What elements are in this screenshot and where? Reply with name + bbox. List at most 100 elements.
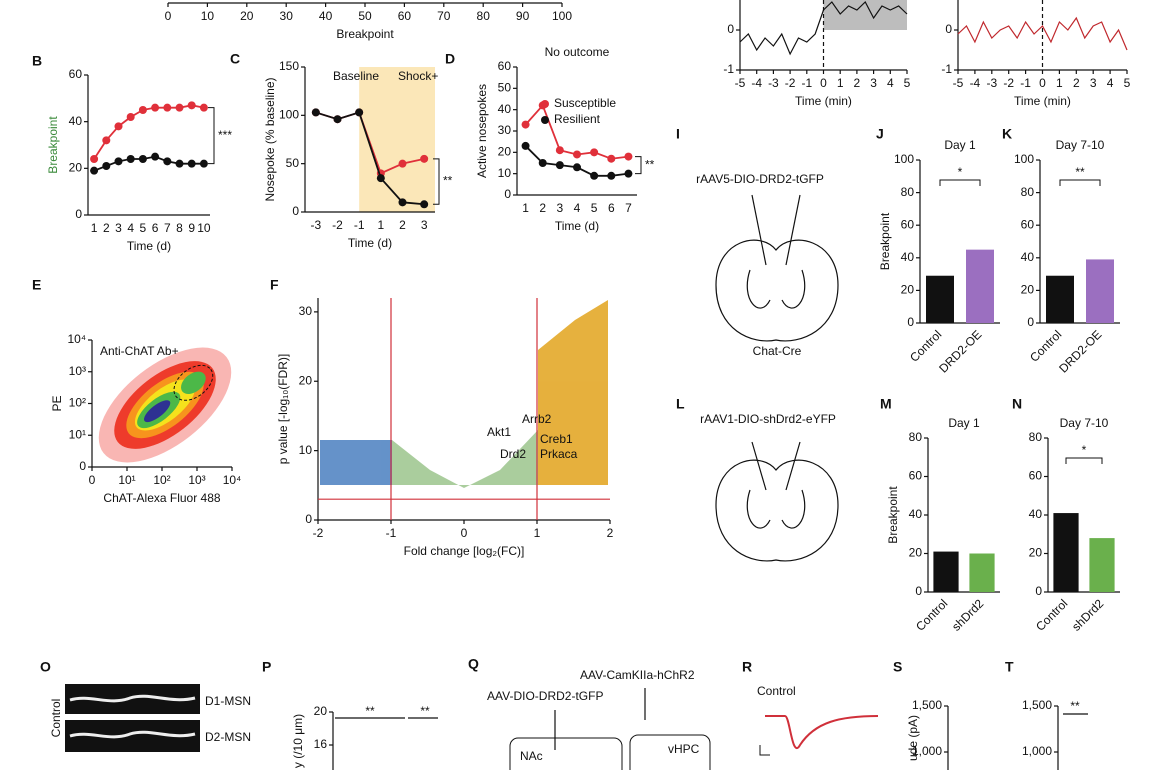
y-tick-label: 80 xyxy=(1029,430,1043,444)
point xyxy=(175,103,184,112)
y-tick-label: 0 xyxy=(305,512,312,526)
panel-label: C xyxy=(230,51,240,67)
x-tick-label: Control xyxy=(1027,327,1064,364)
x-tick-label: 2 xyxy=(1073,76,1080,90)
x-tick-label: 0 xyxy=(165,9,172,23)
shaded-region xyxy=(823,0,907,30)
x-tick-label: -1 xyxy=(354,218,365,232)
x-tick-label: 0 xyxy=(89,473,96,487)
x-tick-label: 100 xyxy=(552,9,572,23)
bracket xyxy=(433,158,440,205)
x-tick-label: 1 xyxy=(522,201,529,215)
point xyxy=(90,155,99,163)
x-tick-label: DRD2-OE xyxy=(936,327,984,375)
x-axis-label: Time (min) xyxy=(795,94,852,108)
significance: *** xyxy=(218,128,232,142)
point xyxy=(187,159,196,168)
y-tick-label: 0 xyxy=(504,187,511,201)
side-label: Control xyxy=(49,699,63,738)
panel-label: J xyxy=(876,126,884,142)
x-tick-label: 50 xyxy=(358,9,372,23)
y-tick-label: 20 xyxy=(1029,546,1043,560)
x-tick-label: 9 xyxy=(188,221,195,235)
y-tick-label: 0 xyxy=(75,207,82,221)
x-tick-label: -3 xyxy=(986,76,997,90)
y-axis-label: Breakpoint xyxy=(886,486,900,544)
x-tick-label: -1 xyxy=(386,526,397,540)
significance: ** xyxy=(645,157,655,171)
x-tick-label: 3 xyxy=(421,218,428,232)
x-tick-label: 3 xyxy=(1090,76,1097,90)
x-tick-label: 60 xyxy=(398,9,412,23)
point xyxy=(114,157,123,166)
region-label: vHPC xyxy=(668,742,700,756)
x-tick-label: 20 xyxy=(240,9,254,23)
panel-label: D xyxy=(445,51,455,67)
y-tick-label: 40 xyxy=(1029,507,1043,521)
x-tick-label: 3 xyxy=(557,201,564,215)
x-tick-label: 6 xyxy=(152,221,159,235)
series-line xyxy=(739,1,908,56)
y-tick-label: 10² xyxy=(69,396,86,410)
y-axis-label: Active nosepokes xyxy=(475,84,489,178)
y-tick-label: 0 xyxy=(292,204,299,218)
y-tick-label: 150 xyxy=(279,59,299,73)
x-tick-label: 2 xyxy=(103,221,110,235)
panel-label: P xyxy=(262,659,271,675)
y-tick-label: 20 xyxy=(299,373,313,387)
point xyxy=(138,106,147,114)
bar xyxy=(933,551,959,592)
y-axis-label: Breakpoint xyxy=(46,116,60,174)
point xyxy=(126,155,135,163)
y-tick-label: 60 xyxy=(901,217,915,231)
chart-title: Day 7-10 xyxy=(1060,416,1109,430)
x-tick-label: -1 xyxy=(1020,76,1031,90)
y-tick-label: 0 xyxy=(915,584,922,598)
x-tick-label: -4 xyxy=(970,76,981,90)
point xyxy=(151,103,160,112)
significance: * xyxy=(958,165,963,179)
x-tick-label: -3 xyxy=(768,76,779,90)
y-axis-label: Breakpoint xyxy=(878,212,892,270)
x-tick-label: 1 xyxy=(377,218,384,232)
y-tick-label: 100 xyxy=(1014,152,1034,166)
x-axis-label: Fold change [log₂(FC)] xyxy=(404,544,525,558)
y-tick-label: 50 xyxy=(286,156,300,170)
x-tick-label: 7 xyxy=(625,201,632,215)
x-tick-label: -3 xyxy=(310,218,321,232)
x-tick-label: -4 xyxy=(751,76,762,90)
annotation: Akt1 xyxy=(487,425,511,439)
point xyxy=(311,108,320,117)
y-tick-label: 60 xyxy=(1029,469,1043,483)
y-tick-label: 1,000 xyxy=(912,744,942,758)
point xyxy=(333,115,342,124)
panel-label: S xyxy=(893,659,902,675)
annotation: Arrb2 xyxy=(522,412,552,426)
x-tick-label: 10³ xyxy=(188,473,205,487)
y-tick-label: 1,500 xyxy=(1022,698,1052,712)
x-tick-label: 1 xyxy=(534,526,541,540)
y-tick-label: 10¹ xyxy=(69,427,86,441)
y-tick-label: 60 xyxy=(498,59,512,73)
bar xyxy=(966,249,994,323)
panel-label: B xyxy=(32,53,42,69)
image-label: D2-MSN xyxy=(205,730,251,744)
point xyxy=(126,113,135,121)
y-tick-label: 20 xyxy=(909,546,923,560)
bracket xyxy=(1065,457,1103,464)
y-tick-label: 10⁴ xyxy=(67,332,86,346)
y-tick-label: 60 xyxy=(69,67,83,81)
x-tick-label: 3 xyxy=(870,76,877,90)
x-tick-label: -1 xyxy=(801,76,812,90)
y-tick-label: 0 xyxy=(79,459,86,473)
chart-title: Day 1 xyxy=(944,138,976,152)
annotation: Prkaca xyxy=(540,447,578,461)
trace-label: Control xyxy=(757,684,796,698)
y-tick-label: 80 xyxy=(909,430,923,444)
panel-label: O xyxy=(40,659,51,675)
x-tick-label: 7 xyxy=(164,221,171,235)
point xyxy=(521,120,530,129)
y-tick-label: 0 xyxy=(1027,315,1034,329)
y-tick-label: 10 xyxy=(498,166,512,180)
